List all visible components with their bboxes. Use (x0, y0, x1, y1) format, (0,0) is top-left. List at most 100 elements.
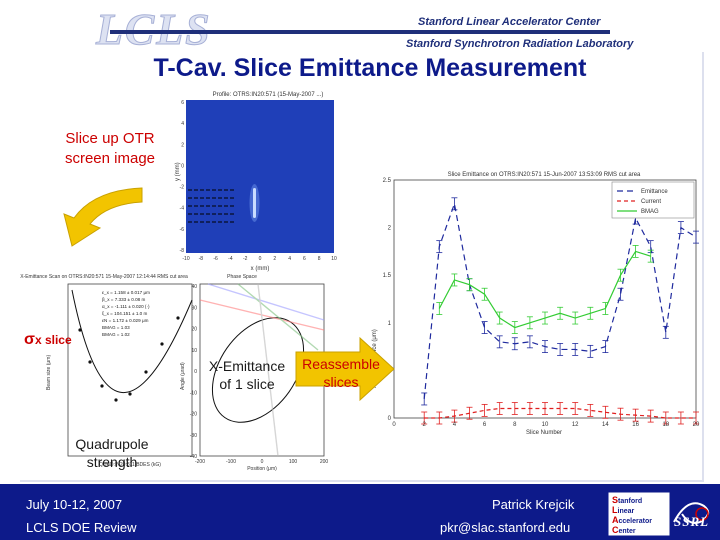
emit-ytick: 2.5 (383, 178, 392, 184)
heatmap-y-ticks: 6 4 2 0 -2 -4 -6 -8 (180, 100, 185, 254)
heatmap-xtick: 6 (303, 256, 306, 262)
footer-review: LCLS DOE Review (26, 520, 137, 535)
heatmap-ytick: -2 (180, 185, 185, 191)
heatmap-xtick: -8 (199, 256, 204, 262)
emit-xtick: 18 (662, 422, 669, 428)
phase-xtick: -100 (226, 459, 236, 465)
scan-stat-line: ξ_x = 104.151 ± 1.0 m (102, 311, 147, 317)
phase-ytick: -10 (190, 390, 197, 396)
phase-ytick: 0 (194, 369, 197, 375)
otr-profile-image: Profile: OTRS:IN20:571 (15-May-2007 ...)… (175, 92, 337, 272)
phase-ytick: -30 (190, 433, 197, 439)
scan-stat-line: εN = 1.172 ± 0.029 μm (102, 318, 149, 323)
scan-stat-line: BMAG = 1.03 (102, 325, 130, 330)
emit-xtick: 12 (572, 422, 579, 428)
legend-box (611, 181, 695, 219)
heatmap-xtick: -4 (228, 256, 233, 262)
reassemble-label: Reassemble slices (302, 356, 380, 391)
scan-stat-line: α_x = -1.111 ± 0.020 (·) (102, 304, 150, 309)
reassemble-arrow (295, 336, 395, 402)
emittance-scan-chart: X-Emittance Scan on OTRS:IN20:571 15-May… (20, 274, 193, 468)
phase-xtick: 200 (320, 459, 329, 465)
emit-xtick: 20 (693, 422, 700, 428)
heatmap-xtick: -2 (243, 256, 248, 262)
emit-xtick: 14 (602, 422, 609, 428)
heatmap-ytick: -6 (180, 227, 185, 233)
slac-logo-line: Center (612, 525, 636, 535)
heatmap-xtick: 8 (318, 256, 321, 262)
slide-footer: July 10-12, 2007 LCLS DOE Review Patrick… (0, 484, 720, 540)
legend-entry: BMAG (641, 209, 659, 215)
emit-series-group (421, 197, 699, 425)
scan-fit-curve (71, 289, 193, 393)
emit-xtick: 16 (632, 422, 639, 428)
heatmap-xlabel: x (mm) (251, 266, 270, 272)
emit-chart-title: Slice Emittance on OTRS:IN20:571 15-Jun-… (448, 172, 641, 178)
scan-plot-area (67, 283, 193, 457)
scan-stat-line: ε_x = 1.158 ± 0.017 μm (102, 290, 150, 295)
emit-legend: Emittance Current BMAG (611, 181, 695, 219)
legend-entry: Emittance (641, 189, 668, 195)
scan-ylabel: Beam size (μm) (46, 355, 52, 390)
phase-ytick: -20 (190, 412, 197, 418)
footer-email: pkr@slac.stanford.edu (440, 520, 571, 535)
phase-ytick: 20 (191, 327, 197, 333)
footer-author: Patrick Krejcik (492, 497, 575, 512)
slice-up-label: Slice up OTR screen image (64, 130, 156, 167)
sigma-symbol: σ (24, 331, 35, 348)
scan-xlabel: QUAD:IN20:811 BDES (kG) (99, 462, 161, 468)
scan-stats: ε_x = 1.158 ± 0.017 μm β_x = 7.333 ± 0.08… (102, 290, 150, 337)
org-ssrl: Stanford Synchrotron Radiation Laborator… (406, 38, 634, 50)
phase-ytick: 10 (191, 348, 197, 354)
phase-ytick: -40 (190, 454, 197, 460)
phase-ytick: 30 (191, 305, 197, 311)
footer-date: July 10-12, 2007 (26, 497, 123, 512)
heatmap-ylabel: y (mm) (175, 162, 181, 181)
slac-logo-line: Linear (612, 505, 635, 515)
emit-ytick: 1 (388, 321, 392, 327)
org-slac: Stanford Linear Accelerator Center (418, 16, 601, 28)
phase-xtick: 0 (261, 459, 264, 465)
slice-lines (188, 189, 236, 223)
heatmap-ytick: 0 (181, 163, 184, 169)
slac-logo-line: Accelerator (612, 515, 652, 525)
heatmap-ytick: -4 (180, 206, 185, 212)
emit-xtick: 2 (423, 422, 427, 428)
slice-emittance-chart: Slice Emittance on OTRS:IN20:571 15-Jun-… (372, 172, 700, 436)
emit-xlabel: Slice Number (526, 430, 562, 436)
phase-lines (199, 283, 325, 457)
phase-ytick: 40 (191, 284, 197, 290)
scan-chart-title: X-Emittance Scan on OTRS:IN20:571 15-May… (20, 274, 188, 280)
slide-header: LCLS Stanford Linear Accelerator Center … (0, 0, 720, 55)
heatmap-ytick: 6 (181, 100, 184, 106)
heatmap-x-ticks: -10 -8 -6 -4 -2 0 2 4 6 8 10 (182, 256, 337, 262)
header-rule (110, 30, 610, 34)
heatmap-title: Profile: OTRS:IN20:571 (15-May-2007 ...) (213, 92, 324, 98)
slac-logo-line: Stanford (612, 495, 642, 505)
slice-arrow (63, 187, 143, 247)
sigma-subscript: x slice (34, 333, 72, 347)
scan-points (78, 316, 180, 402)
phase-xtick: 100 (289, 459, 298, 465)
emit-ytick: 1.5 (383, 273, 392, 279)
scan-stat-line: β_x = 7.333 ± 0.08 m (102, 297, 146, 302)
x-emittance-label: X-Emittance of 1 slice (208, 358, 286, 393)
heatmap-xtick: 10 (331, 256, 337, 262)
heatmap-xtick: 2 (273, 256, 276, 262)
heatmap-xtick: 0 (259, 256, 262, 262)
heatmap-beam-halo (249, 184, 260, 222)
phase-xlabel: Position (μm) (247, 466, 277, 472)
sigma-slice-label: σx slice (24, 330, 72, 351)
heatmap-xtick: -10 (182, 256, 189, 262)
heatmap-ytick: -8 (180, 248, 185, 254)
emit-ytick: 0 (388, 416, 392, 422)
legend-entry: Current (641, 199, 661, 205)
heatmap-xtick: -6 (213, 256, 218, 262)
slide-title: T-Cav. Slice Emittance Measurement (153, 54, 587, 82)
emit-ytick: 2 (388, 226, 392, 232)
scan-stat-line: BMAG = 1.02 (102, 332, 130, 337)
phase-ylabel: Angle (μrad) (180, 362, 186, 390)
ssrl-logo-text: SSRL (674, 514, 710, 529)
